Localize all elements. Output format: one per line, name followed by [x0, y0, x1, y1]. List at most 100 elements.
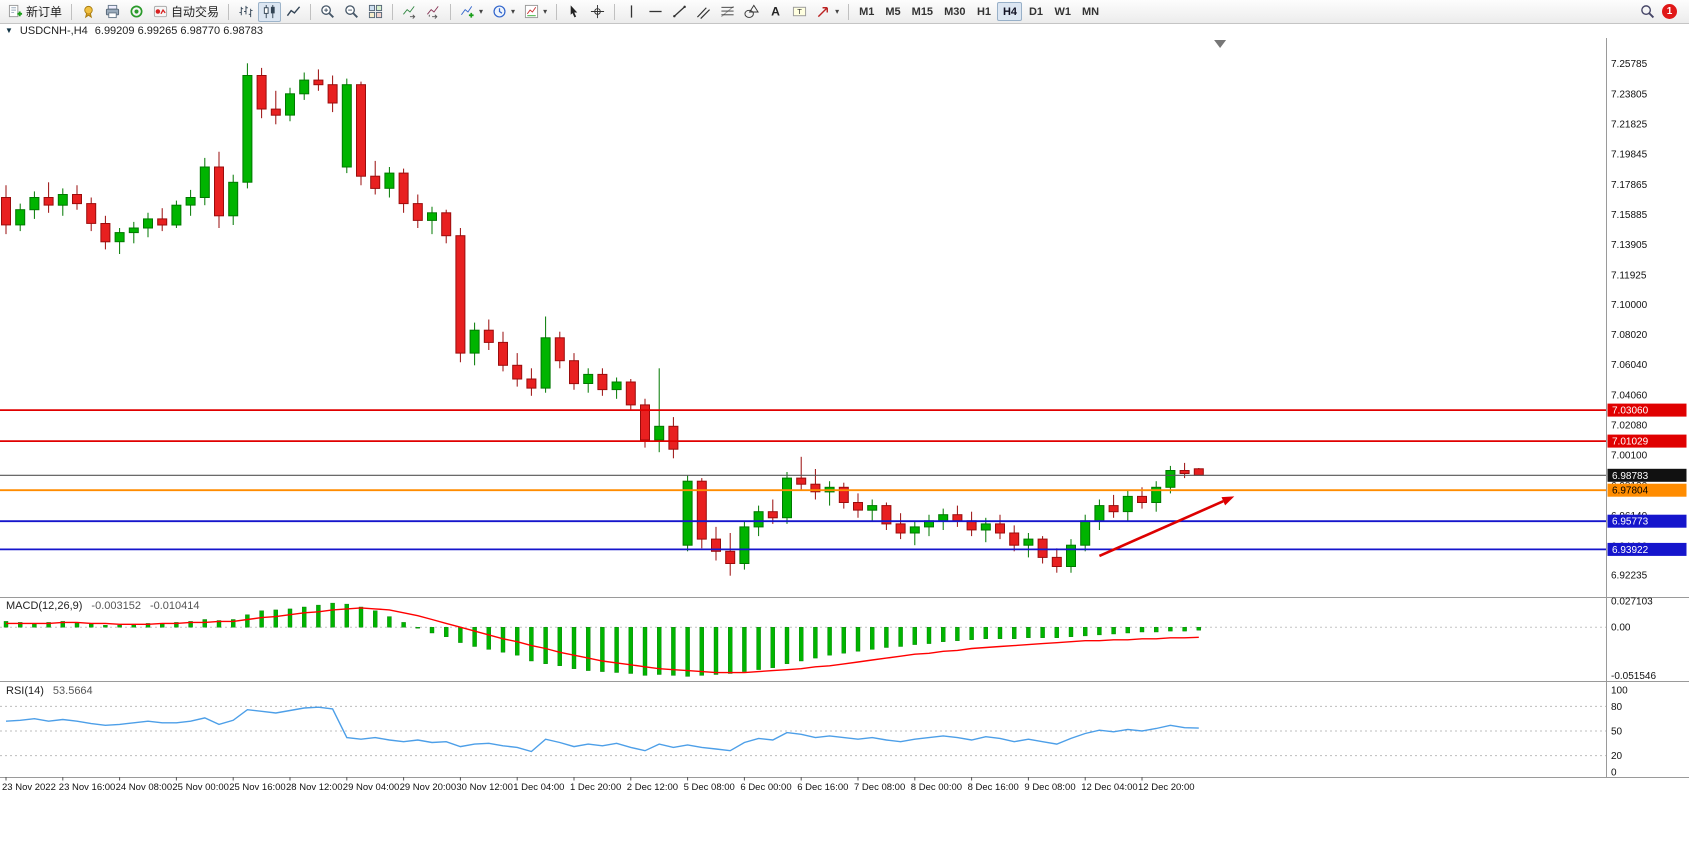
resistance-line[interactable]: 7.03060	[0, 403, 1687, 417]
time-axis-label: 25 Nov 16:00	[229, 782, 286, 793]
zoom-in-button[interactable]	[316, 2, 339, 22]
line-chart-mode-button[interactable]	[282, 2, 305, 22]
arrows-tool-button[interactable]: ▾	[812, 2, 843, 22]
gold-medal-icon	[84, 5, 93, 19]
channel-tool-button[interactable]	[692, 2, 715, 22]
time-axis-label: 8 Dec 16:00	[968, 782, 1019, 793]
price-chart-svg[interactable]: 7.25785 7.23805 7.21825 7.19845 7.17865 7.158…	[0, 38, 1689, 798]
time-axis-label: 25 Nov 00:00	[172, 782, 229, 793]
candlestick-series	[1, 63, 1204, 576]
vertical-line-tool-button[interactable]	[620, 2, 643, 22]
chart-shift-button[interactable]	[422, 2, 445, 22]
rsi-axis-label: 80	[1611, 702, 1623, 713]
price-axis-label: 7.17865	[1611, 180, 1648, 191]
timeframe-m1-button[interactable]: M1	[859, 5, 875, 18]
rsi-axis-label: 0	[1611, 768, 1617, 779]
search-icon	[1641, 5, 1655, 19]
chart-ohlc-values: 6.99209 6.99265 6.98770 6.98783	[94, 25, 263, 37]
toolbar-separator	[228, 3, 230, 20]
periods-button[interactable]: ▾	[488, 2, 519, 22]
autotrade-icon	[153, 5, 168, 18]
timeframe-m30-button[interactable]: M30	[944, 5, 966, 18]
price-axis-label: 6.92235	[1611, 571, 1648, 582]
time-axis-label: 1 Dec 20:00	[570, 782, 621, 793]
timeframe-h1-button[interactable]: H1	[976, 5, 991, 18]
new-order-button[interactable]: 新订单	[4, 2, 66, 22]
toolbar-separator	[614, 3, 616, 20]
cursor-icon	[570, 5, 578, 18]
trendline-tool-button[interactable]	[668, 2, 691, 22]
timeframe-h4-button[interactable]: H4	[997, 2, 1023, 21]
price-axis-label: 7.06040	[1611, 360, 1648, 371]
time-axis-label: 12 Dec 20:00	[1138, 782, 1195, 793]
horizontal-line-tool-button[interactable]	[644, 2, 667, 22]
price-axis-label: 7.10000	[1611, 300, 1648, 311]
chevron-down-icon: ▾	[511, 6, 516, 16]
shapes-tool-button[interactable]	[740, 2, 763, 22]
cursor-tool-button[interactable]	[562, 2, 585, 22]
pane-divider[interactable]	[0, 597, 1689, 682]
trend-arrow[interactable]	[1098, 496, 1235, 558]
price-axis-label: 7.00100	[1611, 451, 1648, 462]
zoom-out-button[interactable]	[340, 2, 363, 22]
timeframe-m5-button[interactable]: M5	[885, 5, 901, 18]
price-axis-label: 7.15885	[1611, 210, 1648, 221]
price-axis[interactable]: 7.25785 7.23805 7.21825 7.19845 7.17865 7.158…	[1611, 59, 1648, 582]
time-axis-label: 1 Dec 04:00	[513, 782, 564, 793]
time-axis-label: 6 Dec 00:00	[740, 782, 791, 793]
template-icon	[525, 4, 539, 19]
crosshair-tool-button[interactable]	[586, 2, 609, 22]
time-axis[interactable]: 23 Nov 2022 23 Nov 16:00 24 Nov 08:00 25 No…	[2, 777, 1195, 793]
price-tag: 6.98783	[1607, 468, 1687, 482]
ohlc-bars-icon	[239, 5, 253, 18]
data-window-button[interactable]	[125, 2, 148, 22]
toolbar-separator	[392, 3, 394, 20]
candlestick-mode-button[interactable]	[258, 1, 282, 22]
current-price-line[interactable]: 6.98783	[0, 468, 1687, 482]
svg-text:A: A	[771, 5, 780, 19]
price-axis-label: 7.02080	[1611, 421, 1648, 432]
add-indicator-button[interactable]: ▾	[456, 2, 487, 22]
templates-button[interactable]: ▾	[520, 2, 551, 22]
toolbar-separator	[71, 3, 73, 20]
rsi-line[interactable]	[5, 706, 1199, 753]
price-tag: 6.97804	[1607, 483, 1687, 497]
search-button[interactable]	[1636, 2, 1659, 22]
price-axis-label: 7.08020	[1611, 330, 1648, 341]
resistance-line[interactable]: 7.01029	[0, 434, 1687, 448]
chevron-down-icon: ▾	[479, 6, 484, 16]
chart-menu-icon[interactable]: ▼	[5, 26, 13, 35]
support-line[interactable]: 6.93922	[0, 542, 1687, 556]
support-line[interactable]: 6.95773	[0, 514, 1687, 528]
text-tool-button[interactable]: A	[764, 2, 787, 22]
hline-icon	[649, 10, 662, 13]
macd-axis-label: 0.00	[1611, 623, 1631, 634]
auto-scroll-icon	[403, 6, 416, 19]
chart-shift-marker[interactable]	[1214, 40, 1227, 48]
chevron-down-icon: ▾	[835, 6, 840, 16]
timeframe-m15-button[interactable]: M15	[911, 5, 934, 18]
tile-windows-button[interactable]	[364, 2, 387, 22]
svg-text:7.03060: 7.03060	[1612, 406, 1649, 417]
printer-icon	[105, 4, 120, 19]
chart-canvas[interactable]: 7.25785 7.23805 7.21825 7.19845 7.17865 7.158…	[0, 38, 1689, 798]
clock-icon	[493, 5, 506, 18]
timeframe-w1-button[interactable]: W1	[1054, 5, 1071, 18]
print-button[interactable]	[101, 2, 124, 22]
chevron-down-icon: ▾	[543, 6, 548, 16]
price-axis-label: 7.04060	[1611, 390, 1648, 401]
macd-signal-line[interactable]	[6, 607, 1199, 674]
pivot-line[interactable]: 6.97804	[0, 483, 1687, 497]
fibonacci-tool-button[interactable]	[716, 2, 739, 22]
svg-text:6.98783: 6.98783	[1612, 471, 1649, 482]
notification-badge[interactable]: 1	[1662, 4, 1677, 19]
timeframe-mn-button[interactable]: MN	[1081, 5, 1100, 18]
auto-trading-button[interactable]: 自动交易	[149, 2, 223, 22]
market-watch-button[interactable]	[77, 2, 100, 22]
label-tool-button[interactable]: T	[788, 2, 811, 22]
svg-text:6.95773: 6.95773	[1612, 517, 1649, 528]
auto-scroll-button[interactable]	[398, 2, 421, 22]
bar-chart-mode-button[interactable]	[234, 2, 257, 22]
timeframe-d1-button[interactable]: D1	[1028, 5, 1043, 18]
